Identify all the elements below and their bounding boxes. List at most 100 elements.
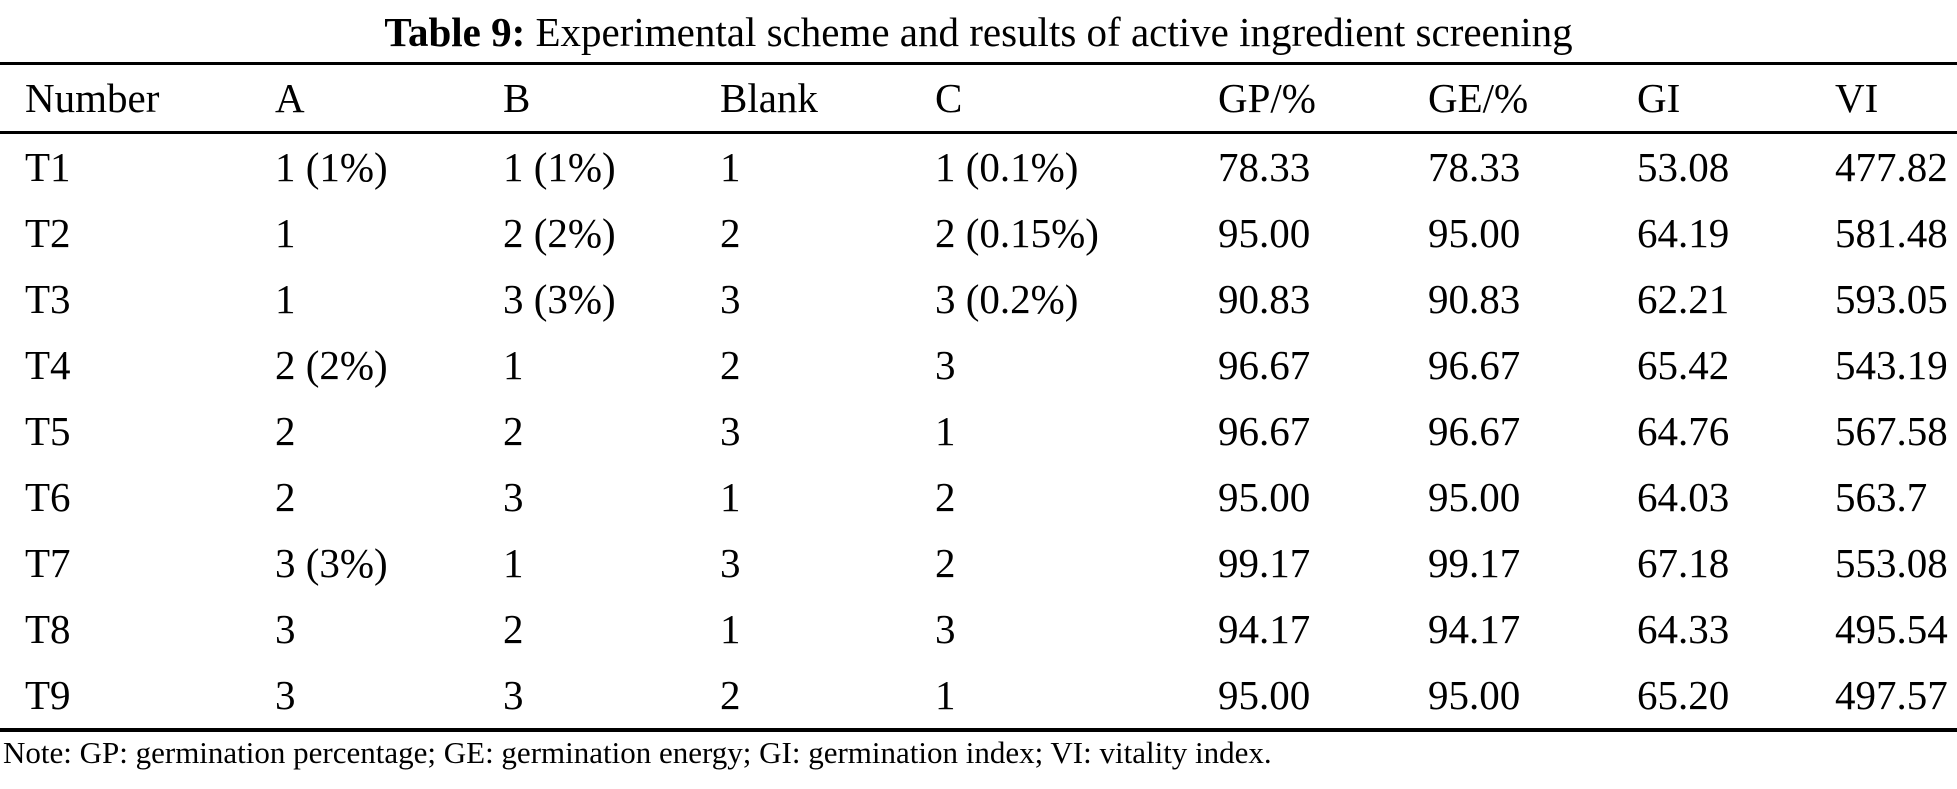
table-cell: 2 [720, 210, 741, 256]
table-cell: 2 [503, 408, 524, 454]
table-cell: 99.17 [1218, 540, 1311, 586]
table-cell: 95.00 [1428, 210, 1521, 256]
table-row: T3 1 3 (3%) 3 3 (0.2%) 90.83 90.83 62.21… [0, 266, 1957, 332]
table-cell: T7 [25, 540, 71, 586]
table-cell: 64.76 [1637, 408, 1730, 454]
column-header-gi: GI [1612, 63, 1810, 134]
table-cell: 2 [503, 606, 524, 652]
table-cell: 96.67 [1428, 342, 1521, 388]
table-cell: T5 [25, 408, 71, 454]
table-cell: 1 [720, 606, 741, 652]
table-cell: T3 [25, 276, 71, 322]
table-cell: 2 [275, 474, 296, 520]
table-row: T6 2 3 1 2 95.00 95.00 64.03 563.7 [0, 464, 1957, 530]
table-cell: 495.54 [1835, 606, 1948, 652]
table-cell: 497.57 [1835, 672, 1948, 718]
table-cell: 65.42 [1637, 342, 1730, 388]
table-cell: 2 (0.15%) [935, 210, 1099, 256]
column-header-gp: GP/% [1193, 63, 1403, 134]
table-cell: 3 (3%) [275, 540, 388, 586]
table-cell: 96.67 [1218, 408, 1311, 454]
table-row: T8 3 2 1 3 94.17 94.17 64.33 495.54 [0, 596, 1957, 662]
table-cell: 96.67 [1218, 342, 1311, 388]
table-row: T5 2 2 3 1 96.67 96.67 64.76 567.58 [0, 398, 1957, 464]
table-caption-label: Table 9: [384, 9, 526, 55]
column-header-number: Number [0, 63, 250, 134]
table-cell: 62.21 [1637, 276, 1730, 322]
table-cell: 563.7 [1835, 474, 1928, 520]
table-cell: 2 [720, 672, 741, 718]
table-cell: 99.17 [1428, 540, 1521, 586]
table-cell: 3 [720, 540, 741, 586]
table-cell: 3 [720, 408, 741, 454]
table-cell: 2 (2%) [503, 210, 616, 256]
table-cell: 95.00 [1428, 672, 1521, 718]
table-cell: 2 [935, 474, 956, 520]
column-header-b: B [478, 63, 695, 134]
table-cell: 1 [503, 540, 524, 586]
table-row: T7 3 (3%) 1 3 2 99.17 99.17 67.18 553.08 [0, 530, 1957, 596]
table-cell: 65.20 [1637, 672, 1730, 718]
table-cell: 96.67 [1428, 408, 1521, 454]
table-cell: 53.08 [1637, 144, 1730, 190]
table-cell: 95.00 [1428, 474, 1521, 520]
table-cell: 477.82 [1835, 144, 1948, 190]
table-cell: 64.33 [1637, 606, 1730, 652]
results-table: Number A B Blank C GP/% GE/% GI VI T1 1 … [0, 62, 1957, 732]
table-cell: 2 [275, 408, 296, 454]
table-caption: Table 9: Experimental scheme and results… [0, 0, 1957, 62]
table-cell: 553.08 [1835, 540, 1948, 586]
table-cell: 1 (1%) [503, 144, 616, 190]
table-cell: 2 (2%) [275, 342, 388, 388]
table-cell: 3 [935, 342, 956, 388]
table-cell: T6 [25, 474, 71, 520]
table-cell: 3 [503, 672, 524, 718]
table-cell: T9 [25, 672, 71, 718]
table-cell: 3 [935, 606, 956, 652]
table-cell: 64.03 [1637, 474, 1730, 520]
table-cell: 3 (0.2%) [935, 276, 1079, 322]
table-cell: 95.00 [1218, 672, 1311, 718]
table-cell: T4 [25, 342, 71, 388]
table-row: T9 3 3 2 1 95.00 95.00 65.20 497.57 [0, 662, 1957, 730]
table-cell: 90.83 [1218, 276, 1311, 322]
table-cell: 2 [935, 540, 956, 586]
table-cell: 1 [503, 342, 524, 388]
table-cell: 78.33 [1428, 144, 1521, 190]
table-cell: 543.19 [1835, 342, 1948, 388]
table-cell: 3 [503, 474, 524, 520]
table-row: T4 2 (2%) 1 2 3 96.67 96.67 65.42 543.19 [0, 332, 1957, 398]
table-row: T1 1 (1%) 1 (1%) 1 1 (0.1%) 78.33 78.33 … [0, 133, 1957, 201]
column-header-ge: GE/% [1403, 63, 1612, 134]
table-cell: T8 [25, 606, 71, 652]
column-header-blank: Blank [695, 63, 910, 134]
table-caption-text: Experimental scheme and results of activ… [535, 9, 1573, 55]
table-cell: 3 [720, 276, 741, 322]
table-footnote: Note: GP: germination percentage; GE: ge… [3, 735, 1272, 770]
table-cell: 1 [275, 210, 296, 256]
table-cell: 1 [275, 276, 296, 322]
table-cell: 1 [935, 408, 956, 454]
table-cell: 1 [720, 474, 741, 520]
table-cell: 67.18 [1637, 540, 1730, 586]
table-cell: 581.48 [1835, 210, 1948, 256]
table-cell: 1 (0.1%) [935, 144, 1079, 190]
table-cell: 593.05 [1835, 276, 1948, 322]
table-cell: T1 [25, 144, 71, 190]
header-row: Number A B Blank C GP/% GE/% GI VI [0, 63, 1957, 134]
table-cell: 95.00 [1218, 474, 1311, 520]
table-cell: 78.33 [1218, 144, 1311, 190]
column-header-c: C [910, 63, 1193, 134]
table-cell: 64.19 [1637, 210, 1730, 256]
table-cell: 95.00 [1218, 210, 1311, 256]
table-cell: 1 (1%) [275, 144, 388, 190]
column-header-vi: VI [1810, 63, 1957, 134]
table-cell: 2 [720, 342, 741, 388]
table-cell: 90.83 [1428, 276, 1521, 322]
table-row: T2 1 2 (2%) 2 2 (0.15%) 95.00 95.00 64.1… [0, 200, 1957, 266]
table-cell: 3 [275, 672, 296, 718]
column-header-a: A [250, 63, 478, 134]
table-cell: 3 (3%) [503, 276, 616, 322]
table-cell: 1 [935, 672, 956, 718]
table-cell: 3 [275, 606, 296, 652]
